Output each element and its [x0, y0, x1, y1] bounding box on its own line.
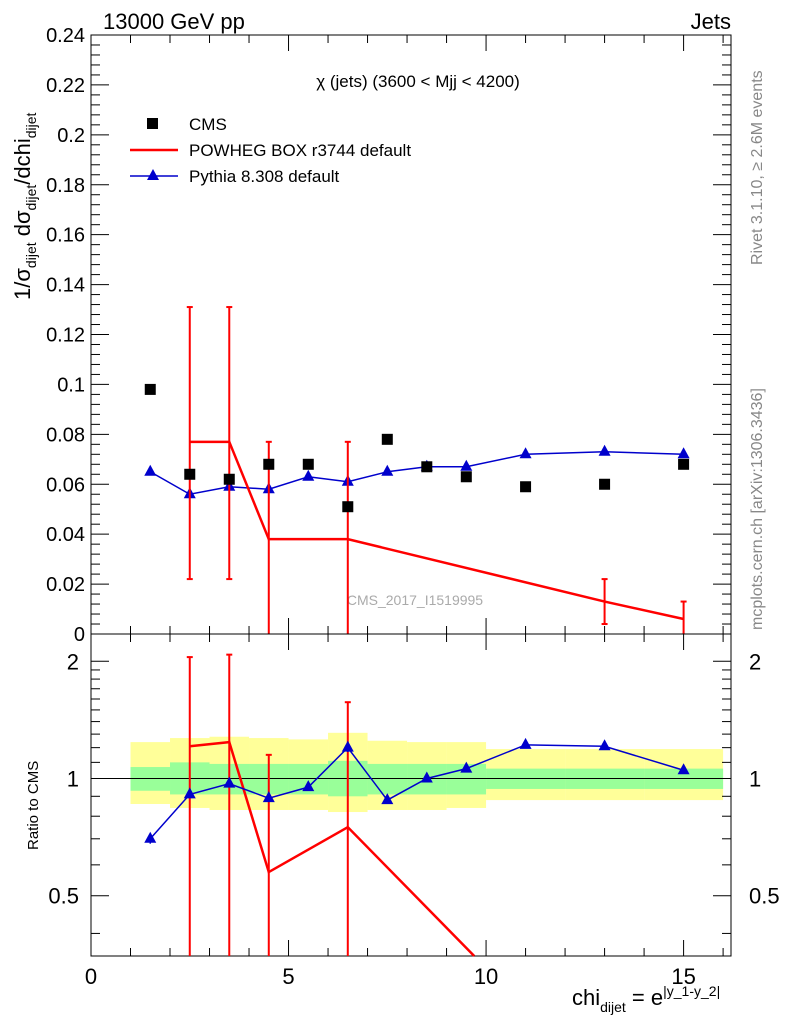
main-plot-axes: 0 0.02 0.04 0.06 0.08 0.1 0.12 0.14 0.16 0.18 0.2 0… — [46, 25, 731, 646]
main-y-tick-label: 0 — [74, 624, 85, 646]
ratio-pythia-point — [677, 763, 690, 775]
cms-data-point — [421, 461, 433, 473]
ratio-pythia-point — [460, 761, 473, 773]
legend-powheg-label: POWHEG BOX r3744 default — [189, 141, 411, 160]
legend-pythia-label: Pythia 8.308 default — [189, 167, 340, 186]
cms-data-point — [520, 481, 532, 493]
ratio-pythia-point — [183, 787, 196, 799]
main-y-tick-label: 0.06 — [46, 474, 85, 496]
pythia-point — [302, 469, 315, 481]
mcplots-label: mcplots.cern.ch [arXiv:1306.3436] — [749, 388, 766, 630]
ratio-y-tick-label-right: 1 — [749, 766, 761, 791]
ratio-pythia-point — [144, 831, 157, 843]
cms-data-point — [381, 433, 393, 445]
legend-cms-label: CMS — [189, 115, 227, 134]
main-y-label-part3: /dchi — [10, 138, 35, 184]
main-y-label-sub1: dijet — [23, 242, 39, 268]
ratio-pythia-point — [420, 771, 433, 783]
main-y-label-sub3: dijet — [23, 112, 39, 138]
header-energy-label: 13000 GeV pp — [103, 9, 245, 34]
main-y-tick-label: 0.18 — [46, 175, 85, 197]
main-plot: 0 0.02 0.04 0.06 0.08 0.1 0.12 0.14 0.16 0.18 0.2 0… — [10, 25, 732, 646]
ratio-y-label: Ratio to CMS — [25, 761, 42, 850]
ratio-y-tick-label: 1 — [67, 766, 79, 791]
pythia-point — [598, 444, 611, 456]
main-y-tick-label: 0.02 — [46, 574, 85, 596]
x-label-eq: = e — [626, 985, 663, 1010]
ratio-plot-frame — [90, 633, 732, 957]
main-y-label: 1/σdijet dσdijet/dchidijet — [10, 112, 39, 300]
main-plot-frame — [90, 34, 732, 635]
main-y-label-sub2: dijet — [23, 185, 39, 211]
main-y-tick-label: 0.04 — [46, 524, 85, 546]
cms-data-point — [460, 471, 472, 483]
pythia-point — [460, 459, 473, 471]
main-y-tick-label: 0.16 — [46, 225, 85, 247]
ratio-pythia-point — [302, 780, 315, 792]
ratio-plot: 0.5 0.5 1 1 2 2 0 5 10 15 Ratio to CMS chidijet =… — [25, 633, 780, 1015]
pythia-point — [519, 447, 532, 459]
ratio-bands — [91, 732, 731, 813]
main-y-label-part2: dσ — [10, 210, 35, 242]
ratio-pythia-point — [341, 740, 354, 752]
main-plot-data — [144, 306, 690, 634]
ratio-y-tick-label: 2 — [67, 649, 79, 674]
main-y-tick-label: 0.2 — [57, 125, 85, 147]
ratio-pythia-point — [262, 791, 275, 803]
main-y-tick-label: 0.12 — [46, 325, 85, 347]
ratio-x-tick-label: 15 — [671, 964, 695, 989]
cms-data-point — [223, 473, 235, 485]
main-y-label-part1: 1/σ — [10, 268, 35, 300]
header-process-label: Jets — [691, 9, 731, 34]
main-y-tick-label: 0.1 — [57, 374, 85, 396]
legend-pythia-marker — [147, 169, 159, 180]
ratio-pythia-point — [381, 793, 394, 805]
ratio-y-tick-label: 0.5 — [48, 884, 79, 909]
ratio-x-tick-label: 10 — [474, 964, 498, 989]
x-label-sup: |y_1-y_2| — [663, 983, 720, 999]
ratio-plot-data — [144, 653, 690, 957]
x-axis-label: chidijet = e|y_1-y_2| — [572, 983, 720, 1015]
ratio-y-tick-label-right: 2 — [749, 649, 761, 674]
ratio-x-tick-label: 5 — [282, 964, 294, 989]
cms-uncertainty-band-inner — [367, 763, 408, 795]
pythia-point — [677, 447, 690, 459]
cms-data-point — [184, 468, 196, 480]
watermark-label: CMS_2017_I1519995 — [347, 592, 483, 608]
main-y-tick-label: 0.22 — [46, 75, 85, 97]
ratio-pythia-point — [223, 776, 236, 788]
cms-data-point — [144, 383, 156, 395]
cms-data-point — [342, 501, 354, 513]
x-label-sub: dijet — [600, 999, 626, 1015]
legend-cms-marker — [147, 118, 158, 129]
main-plot-title: χ (jets) (3600 < Mjj < 4200) — [316, 72, 520, 91]
powheg-line — [189, 440, 684, 621]
cms-data-point — [302, 458, 314, 470]
cms-data-point — [678, 458, 690, 470]
x-label-base: chi — [572, 985, 600, 1010]
ratio-pythia-point — [519, 737, 532, 749]
pythia-line — [149, 451, 684, 496]
main-y-tick-label: 0.24 — [46, 25, 85, 47]
rivet-label: Rivet 3.1.10, ≥ 2.6M events — [749, 70, 766, 265]
main-y-tick-label: 0.08 — [46, 424, 85, 446]
main-y-tick-label: 0.14 — [46, 275, 85, 297]
pythia-point — [381, 464, 394, 476]
legend: CMS POWHEG BOX r3744 default Pythia 8.30… — [130, 115, 411, 186]
ratio-y-tick-label-right: 0.5 — [749, 884, 780, 909]
ratio-x-tick-label: 0 — [85, 964, 97, 989]
cms-data-point — [599, 478, 611, 490]
cms-data-point — [263, 458, 275, 470]
ratio-plot-axes: 0.5 0.5 1 1 2 2 0 5 10 15 — [48, 634, 780, 989]
ratio-pythia-point — [598, 739, 611, 751]
ratio-pythia-line — [149, 744, 684, 840]
pythia-point — [144, 464, 157, 476]
